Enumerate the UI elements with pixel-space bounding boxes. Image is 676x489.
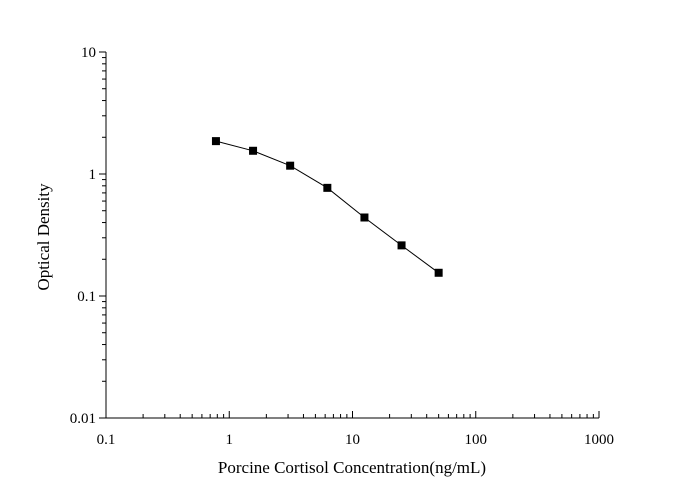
data-point-marker <box>249 146 258 155</box>
x-tick-label: 0.1 <box>97 432 116 448</box>
y-tick-label: 0.01 <box>70 411 96 427</box>
y-axis-label: Optical Density <box>34 183 53 291</box>
y-tick-label: 0.1 <box>77 289 96 305</box>
x-tick-label: 100 <box>465 432 488 448</box>
y-tick-label: 1 <box>89 167 97 183</box>
data-point-marker <box>360 213 369 222</box>
x-tick-label: 1 <box>226 432 234 448</box>
data-point-marker <box>323 183 332 192</box>
x-axis-ticks: 0.1 1 10 100 1000 <box>97 411 614 448</box>
y-axis-ticks: 0.01 0.1 1 10 <box>70 45 106 427</box>
x-tick-label: 10 <box>345 432 360 448</box>
x-axis-label: Porcine Cortisol Concentration(ng/mL) <box>218 458 486 477</box>
data-point-marker <box>397 241 406 250</box>
x-tick-label: 1000 <box>584 432 614 448</box>
series-curve <box>215 140 439 274</box>
series-line <box>215 140 439 274</box>
data-point-marker <box>286 161 295 170</box>
y-tick-label: 10 <box>81 45 96 61</box>
data-point-marker <box>434 268 443 277</box>
data-point-marker <box>211 137 220 146</box>
series-points <box>211 137 443 277</box>
plot-frame <box>105 52 599 419</box>
